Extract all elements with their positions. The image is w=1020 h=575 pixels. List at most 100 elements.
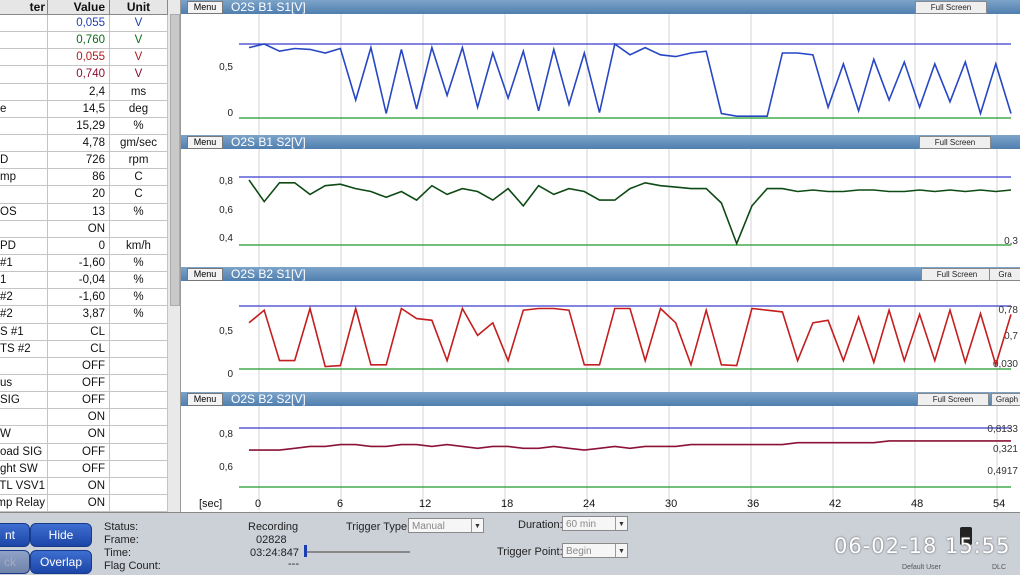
header-unit[interactable]: Unit [110,0,168,14]
parameter-unit [110,477,168,494]
parameter-name: PD [0,237,48,254]
parameter-row[interactable]: SIG OFF [0,392,168,410]
trigger-type-value: Manual [412,521,445,532]
full-screen-button[interactable]: Full Screen [919,136,991,149]
parameter-row[interactable]: e 14,5 deg [0,100,168,118]
parameter-row[interactable]: #2 3,87% [0,306,168,324]
graph-menu-button[interactable]: Menu [187,393,223,406]
parameter-row[interactable]: 0,740 V [0,66,168,84]
parameter-value: OFF [48,374,110,392]
parameter-unit [110,392,168,409]
x-tick-label: 48 [911,498,924,510]
y-tick-label: 0,5 [219,326,233,337]
parameter-value: ON [48,409,110,426]
parameter-row[interactable]: 15,29% [0,117,168,135]
parameter-row[interactable]: W ON [0,426,168,444]
parameter-row[interactable]: #2 -1,60% [0,289,168,307]
parameter-unit: rpm [110,152,168,169]
parameter-row[interactable]: 1 -0,04% [0,272,168,290]
parameter-unit [110,460,168,477]
parameter-unit [110,374,168,392]
parameter-row[interactable]: ght SW OFF [0,460,168,478]
full-screen-button[interactable]: Full Screen [917,393,989,406]
parameter-row[interactable]: 0,760 V [0,32,168,50]
scrollbar-thumb[interactable] [170,14,180,306]
parameter-table-header: ter Value Unit [0,0,168,15]
flag-count-label: Flag Count: [104,560,161,572]
trigger-type-select[interactable]: Manual ▼ [408,518,484,533]
parameter-value: 0,760 [48,32,110,49]
parameter-row[interactable]: S #1 CL [0,323,168,341]
header-value[interactable]: Value [48,0,110,14]
chevron-down-icon: ▼ [471,519,483,532]
right-value-label: 0,3 [1004,236,1018,247]
parameter-unit: C [110,169,168,186]
parameter-row[interactable]: ON [0,409,168,427]
parameter-value: ON [48,426,110,443]
graph-title: O2S B2 S2[V] [231,392,306,406]
status-label: Status: [104,521,139,533]
parameter-row[interactable]: OS 13% [0,203,168,221]
left-top-button[interactable]: nt [0,523,30,547]
parameter-row[interactable]: 0,055 V [0,49,168,67]
parameter-value: -0,04 [48,272,110,289]
graph-menu-button[interactable]: Menu [187,268,223,281]
parameter-scrollbar[interactable] [168,0,181,512]
parameter-row[interactable]: mp 86 C [0,169,168,187]
parameter-name: e [0,100,48,117]
parameter-row[interactable]: TS #2 CL [0,340,168,358]
trigger-point-select[interactable]: Begin ▼ [562,543,628,558]
parameter-row[interactable]: oad SIG OFF [0,443,168,461]
parameter-row[interactable]: D 726 rpm [0,152,168,170]
y-tick-label: 0 [227,108,233,119]
graph-plot[interactable]: 0,50 [181,14,1020,146]
header-parameter[interactable]: ter [0,0,48,14]
parameter-table: ter Value Unit 0,055 V 0,760 V 0,055 V 0,740 V 2… [0,0,169,512]
parameter-value: CL [48,323,110,340]
graph-button[interactable]: Gra [989,268,1020,281]
parameter-value: ON [48,494,110,512]
parameter-value: CL [48,340,110,357]
parameter-unit [110,323,168,340]
parameter-row[interactable]: us OFF [0,374,168,393]
parameter-name: OS [0,203,48,220]
y-tick-label: 0 [227,369,233,380]
hide-button[interactable]: Hide [30,523,92,547]
parameter-value: 4,78 [48,134,110,152]
graph-plot[interactable]: 0,5 0 0,78 0,7 0,030 [181,281,1020,403]
parameter-value: 14,5 [48,100,110,117]
parameter-unit [110,340,168,357]
duration-value: 60 min [566,519,597,530]
overlap-button[interactable]: Overlap [30,550,92,574]
graph-plot[interactable]: 0,8 0,6 0,4 0,3 [181,149,1020,278]
parameter-value: 726 [48,152,110,169]
frame-label: Frame: [104,534,139,546]
parameter-name: SIG [0,392,48,409]
duration-select[interactable]: 60 min ▼ [562,516,628,531]
parameter-name: #2 [0,289,48,306]
time-slider[interactable] [304,545,410,557]
parameter-value: -1,60 [48,289,110,306]
parameter-row[interactable]: #1 -1,60% [0,254,168,273]
full-screen-button[interactable]: Full Screen [921,268,993,281]
time-slider-handle[interactable] [304,545,307,557]
graph-button[interactable]: Graph [991,393,1020,406]
parameter-row[interactable]: 20 C [0,186,168,204]
full-screen-button[interactable]: Full Screen [915,1,987,14]
graph-plot[interactable]: 0,8 0,6 0,8133 0,321 0,4917 [181,406,1020,510]
graph-menu-button[interactable]: Menu [187,1,223,14]
parameter-row[interactable]: 0,055 V [0,15,168,33]
x-tick-label: 12 [419,498,432,510]
parameter-row[interactable]: 4,78 gm/sec [0,134,168,153]
parameter-row[interactable]: PD 0 km/h [0,237,168,255]
left-bottom-button[interactable]: ck [0,550,30,574]
parameter-value: -1,60 [48,254,110,272]
parameter-row[interactable]: OFF [0,357,168,375]
graph-menu-button[interactable]: Menu [187,136,223,149]
parameter-name: ump Relay [0,494,48,512]
parameter-row[interactable]: 2,4 ms [0,83,168,101]
parameter-row[interactable]: ON [0,220,168,238]
parameter-unit: V [110,66,168,83]
